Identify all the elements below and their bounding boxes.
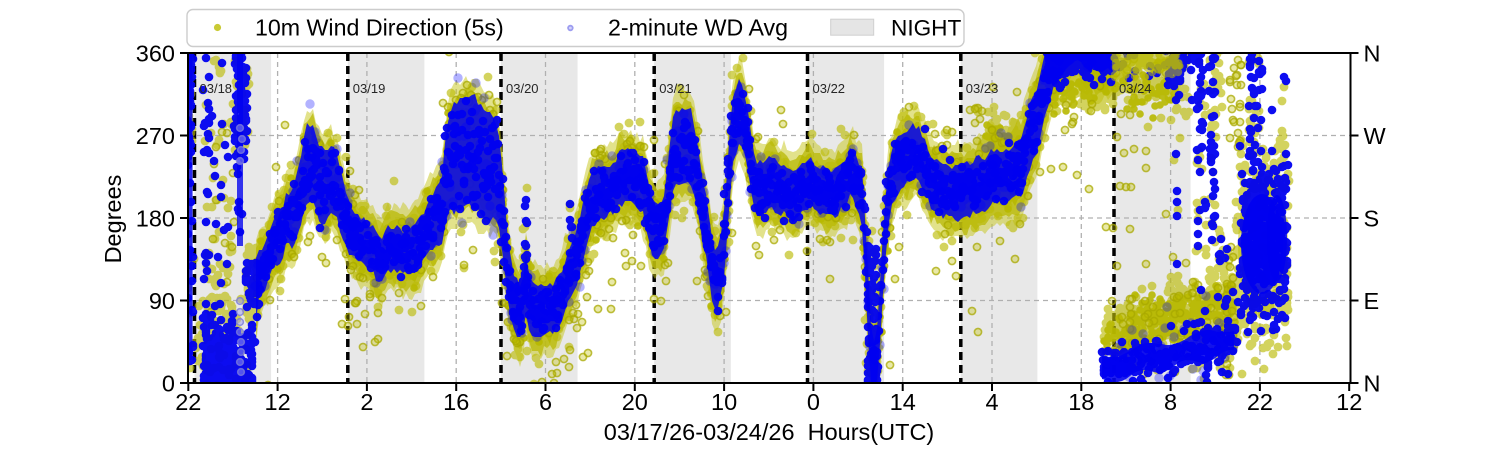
svg-text:N: N [1364,371,1381,397]
svg-text:2: 2 [360,389,373,415]
svg-text:N: N [1364,41,1381,67]
svg-text:03/21: 03/21 [659,81,692,96]
svg-text:14: 14 [890,389,916,415]
svg-text:12: 12 [265,389,291,415]
svg-text:NIGHT: NIGHT [891,16,961,41]
svg-text:180: 180 [136,206,175,232]
svg-text:W: W [1364,123,1387,149]
svg-text:10m Wind Direction (5s): 10m Wind Direction (5s) [255,15,504,41]
svg-text:03/22: 03/22 [813,81,846,96]
svg-text:360: 360 [136,41,175,67]
svg-text:Degrees: Degrees [100,175,126,264]
svg-text:03/17/26-03/24/26 Hours(UTC): 03/17/26-03/24/26 Hours(UTC) [604,419,934,445]
svg-text:18: 18 [1068,389,1094,415]
svg-text:S: S [1364,206,1380,232]
svg-text:03/18: 03/18 [200,81,233,96]
svg-text:0: 0 [162,371,175,397]
svg-text:22: 22 [175,389,201,415]
svg-text:03/20: 03/20 [506,81,539,96]
svg-text:03/19: 03/19 [353,81,386,96]
svg-text:12: 12 [1336,389,1362,415]
svg-text:10: 10 [711,389,737,415]
svg-text:4: 4 [985,389,998,415]
svg-text:270: 270 [136,123,175,149]
svg-text:2-minute WD Avg: 2-minute WD Avg [608,15,788,41]
svg-text:03/24: 03/24 [1119,81,1152,96]
svg-text:16: 16 [443,389,469,415]
svg-text:22: 22 [1247,389,1273,415]
svg-text:6: 6 [539,389,552,415]
svg-text:03/23: 03/23 [966,81,999,96]
svg-text:20: 20 [622,389,648,415]
svg-text:0: 0 [807,389,820,415]
svg-text:8: 8 [1164,389,1177,415]
svg-text:E: E [1364,288,1380,314]
svg-text:90: 90 [149,288,175,314]
